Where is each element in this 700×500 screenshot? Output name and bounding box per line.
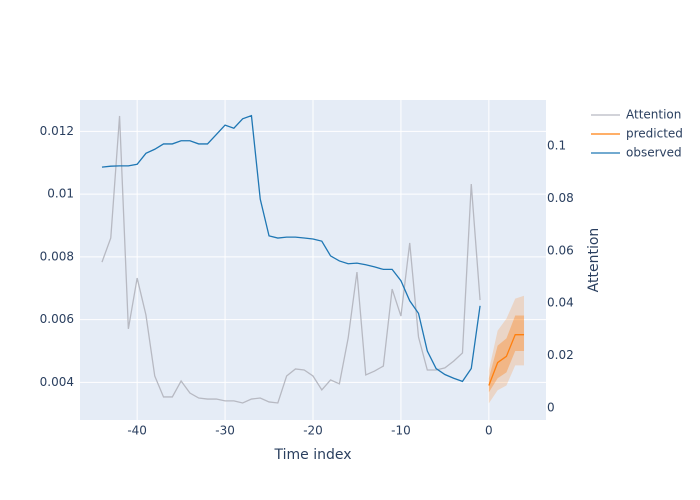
y2-tick-label: 0.04 bbox=[547, 296, 574, 310]
x-axis-title: Time index bbox=[273, 447, 351, 463]
y-tick-label: 0.012 bbox=[40, 124, 74, 138]
y2-tick-label: 0.02 bbox=[547, 348, 574, 362]
legend-label: observed bbox=[626, 146, 682, 160]
prediction-band bbox=[488, 295, 525, 404]
x-tick-label: -20 bbox=[303, 424, 323, 438]
series-line bbox=[101, 115, 481, 404]
y2-tick-label: 0.06 bbox=[547, 243, 574, 257]
y-tick-label: 0.01 bbox=[47, 187, 74, 201]
y2-tick-label: 0.1 bbox=[547, 139, 566, 153]
y-tick-label: 0.008 bbox=[40, 249, 74, 263]
x-tick-label: -30 bbox=[215, 424, 235, 438]
x-tick-label: 0 bbox=[485, 424, 493, 438]
series-line bbox=[101, 114, 481, 383]
legend-label: Attention bbox=[626, 108, 681, 122]
series-line bbox=[488, 334, 525, 386]
legend-label: predicted bbox=[626, 127, 683, 141]
y-tick-label: 0.006 bbox=[40, 312, 74, 326]
y2-axis-title: Attention bbox=[586, 228, 602, 293]
y-tick-label: 0.004 bbox=[40, 375, 74, 389]
x-tick-label: -40 bbox=[127, 424, 147, 438]
y2-tick-label: 0 bbox=[547, 400, 555, 414]
x-tick-label: -10 bbox=[391, 424, 411, 438]
y2-tick-label: 0.08 bbox=[547, 191, 574, 205]
